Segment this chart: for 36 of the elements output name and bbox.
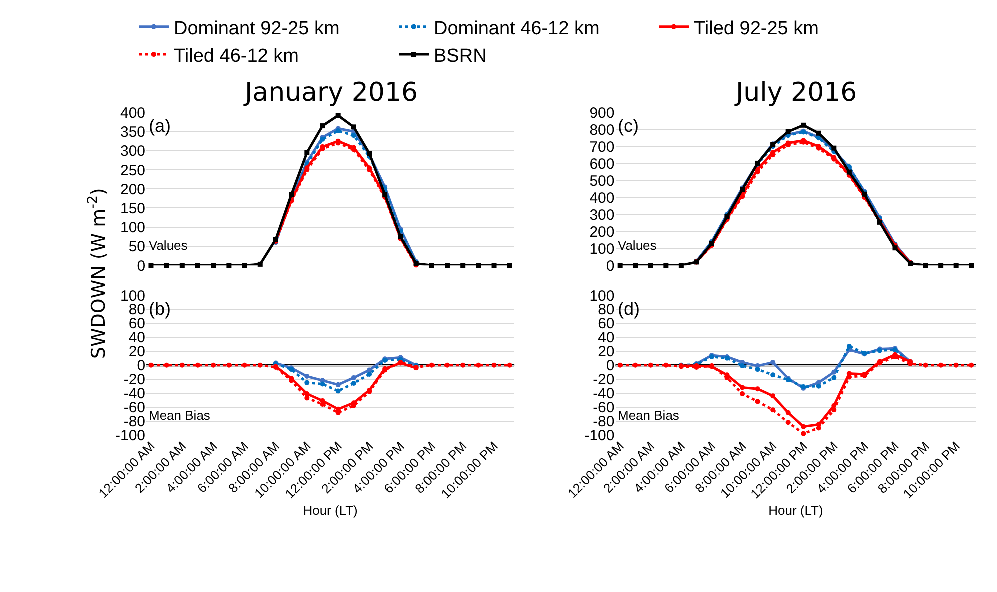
annotation: (c) [618,116,639,136]
y-tick-label: 50 [128,238,146,256]
annotation: (d) [618,299,640,319]
y-tick-label: 300 [590,206,615,224]
y-tick-label: 400 [120,104,146,122]
y-tick-label: 300 [120,143,146,160]
annotation: (a) [149,116,171,136]
chart-title: July 2016 [734,78,858,108]
y-tick-label: 100 [590,240,615,258]
y-tick-label: 400 [590,190,615,207]
y-tick-label: 250 [120,162,146,180]
y-tick-label: 600 [590,156,615,173]
annotation: (b) [149,299,171,319]
y-tick-label: 0 [606,258,615,275]
y-tick-label: 800 [590,122,615,139]
legend-label: Tiled 46-12 km [174,46,299,67]
y-tick-label: 200 [120,181,146,198]
legend-label: Dominant 92-25 km [174,18,340,40]
y-tick-label: 350 [120,124,146,142]
annotation: Mean Bias [618,408,680,423]
legend-label: Dominant 46-12 km [434,18,600,40]
y-tick-label: 150 [120,200,146,218]
y-tick-label: 0 [137,258,146,275]
y-tick-label: 900 [590,104,615,122]
x-axis-title: Hour (LT) [303,503,358,518]
annotation: Mean Bias [149,408,211,423]
y-tick-label: 700 [590,138,615,156]
y-tick-label: 100 [120,220,146,237]
legend-label: Tiled 92-25 km [694,18,819,40]
annotation: Values [149,238,188,253]
x-axis-title: Hour (LT) [768,503,824,518]
y-tick-label: 200 [590,224,615,241]
chart-title: January 2016 [243,78,418,108]
y-tick-label: 500 [590,172,615,190]
legend-label: BSRN [434,46,487,67]
annotation: Values [618,238,658,253]
